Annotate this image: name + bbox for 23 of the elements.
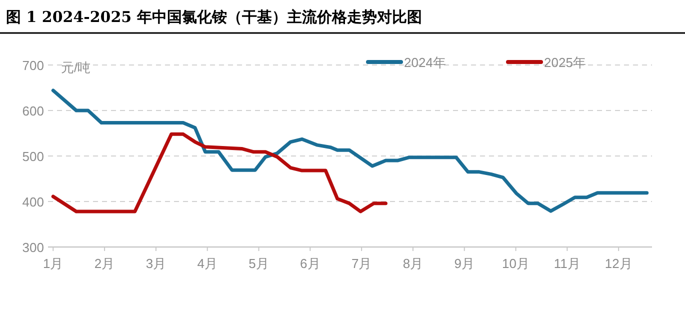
- x-tick-label: 11月: [554, 256, 580, 271]
- x-tick-label: 7月: [351, 256, 372, 271]
- x-tick-label: 4月: [197, 256, 218, 271]
- legend-label: 2024年: [404, 55, 446, 70]
- y-tick-label: 500: [22, 149, 44, 164]
- y-axis-title: 元/吨: [61, 60, 91, 75]
- legend-label: 2025年: [544, 55, 586, 70]
- x-tick-label: 8月: [402, 256, 424, 271]
- y-tick-label: 400: [22, 194, 44, 210]
- y-tick-label: 700: [22, 58, 44, 73]
- y-tick-label: 600: [22, 104, 44, 118]
- x-tick-label: 9月: [454, 256, 474, 271]
- x-tick-label: 10月: [502, 256, 530, 271]
- x-tick-label: 2月: [94, 256, 115, 271]
- x-tick-label: 12月: [604, 256, 632, 271]
- x-tick-label: 5月: [248, 256, 269, 271]
- chart-title: 图 1 2024-2025 年中国氯化铵（干基）主流价格走势对比图: [6, 8, 422, 26]
- line-series: [51, 132, 388, 214]
- x-tick-label: 1月: [43, 256, 64, 271]
- x-tick-label: 3月: [146, 256, 166, 271]
- line-series: [51, 88, 649, 213]
- y-tick-label: 300: [22, 240, 44, 255]
- x-tick-label: 6月: [300, 256, 320, 271]
